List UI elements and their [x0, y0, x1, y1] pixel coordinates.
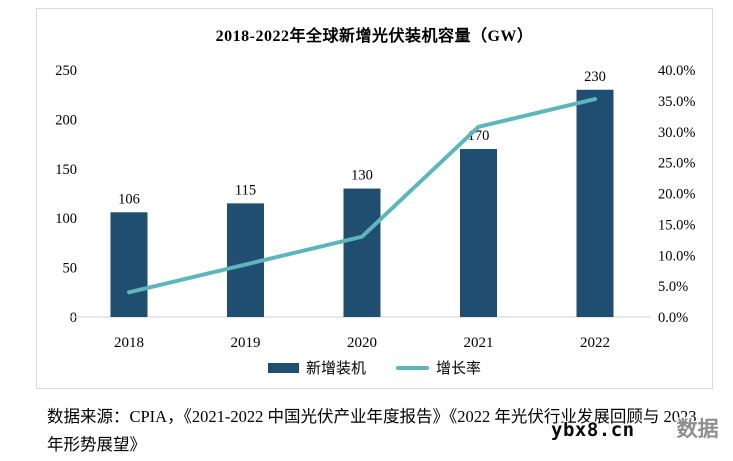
x-axis-label-2018: 2018 — [114, 335, 144, 351]
chart-legend: 新增装机 增长率 — [37, 357, 712, 378]
line-series-swatch-icon — [396, 365, 429, 370]
right-axis-tick-label: 15.0% — [658, 217, 695, 233]
x-axis-label-2019: 2019 — [231, 335, 261, 351]
bar-line-chart: 0 50 100 150 200 250 0.0% 5.0% 10.0% 15.0% 20.0% 25… — [55, 63, 695, 351]
growth-rate-line — [127, 97, 597, 295]
source-line-1: 数据来源：CPIA，《2021-2022 中国光伏产业年度报告》《2022 年光… — [47, 407, 697, 426]
right-axis-tick-label: 0.0% — [658, 310, 688, 326]
watermark-ghost-text: 数据 — [676, 417, 719, 441]
left-axis-tick-label: 0 — [70, 310, 77, 326]
right-axis-tick-label: 10.0% — [658, 248, 695, 264]
bar-2020 — [343, 188, 381, 317]
right-axis-tick-label: 30.0% — [658, 125, 695, 141]
x-axis-label-2022: 2022 — [580, 335, 610, 351]
source-note: 数据来源：CPIA，《2021-2022 中国光伏产业年度报告》《2022 年光… — [47, 403, 723, 460]
legend-bar-label: 新增装机 — [305, 361, 366, 377]
left-axis-tick-label: 250 — [55, 63, 77, 79]
right-axis-tick-label: 35.0% — [658, 94, 695, 110]
left-axis-tick-label: 50 — [63, 261, 78, 277]
bar-2021 — [460, 149, 497, 317]
bar-2018 — [110, 212, 148, 317]
right-axis-tick-label: 20.0% — [658, 187, 695, 203]
chart-title: 2018-2022年全球新增光伏装机容量（GW） — [215, 28, 534, 45]
legend-item-line: 增长率 — [396, 357, 481, 378]
legend-item-bars: 新增装机 — [267, 357, 366, 378]
bar-value-label: 106 — [118, 191, 140, 207]
legend-line-label: 增长率 — [436, 361, 482, 377]
bar-2022 — [576, 89, 614, 317]
right-axis-tick-label: 25.0% — [658, 156, 695, 172]
watermark: ybx8.cn 数据 — [551, 413, 719, 443]
right-axis-tick-label: 40.0% — [658, 63, 695, 79]
left-axis-tick-label: 200 — [55, 112, 77, 128]
x-axis-label-2021: 2021 — [464, 335, 494, 351]
chart-card: 0 50 100 150 200 250 0.0% 5.0% 10.0% 15.0% 20.0% 25… — [36, 8, 713, 389]
source-line-2: 年形势展望》 — [47, 435, 146, 455]
bar-value-label: 130 — [351, 168, 373, 184]
bar-value-label: 115 — [235, 182, 256, 198]
x-axis-label-2020: 2020 — [347, 335, 377, 351]
right-axis-tick-label: 5.0% — [658, 279, 688, 295]
left-axis-tick-label: 100 — [55, 211, 77, 227]
bar-series-swatch-icon — [267, 362, 299, 373]
left-axis-tick-label: 150 — [55, 162, 77, 178]
bar-value-label: 230 — [584, 69, 606, 85]
watermark-text: ybx8.cn — [551, 419, 635, 441]
